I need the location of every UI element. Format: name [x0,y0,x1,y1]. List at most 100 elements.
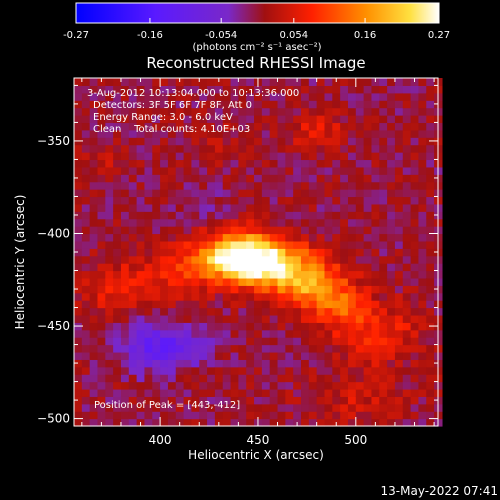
heatmap-cell [105,92,114,101]
heatmap-cell [316,314,326,323]
heatmap-cell [269,85,279,94]
heatmap-cell [74,263,83,272]
heatmap-cell [207,381,216,390]
heatmap-cell [222,174,232,183]
heatmap-cell [293,255,302,264]
heatmap-cell [105,166,114,175]
heatmap-cell [207,277,216,286]
heatmap-cell [308,137,318,146]
heatmap-cell [316,107,326,116]
heatmap-cell [332,218,341,227]
heatmap-cell [97,322,106,331]
heatmap-cell [207,107,216,116]
heatmap-cell [97,233,106,242]
annotation-block: 3-Aug-2012 10:13:04.000 to 10:13:36.000 … [87,88,299,135]
heatmap-cell [97,122,106,131]
heatmap-cell [293,92,302,101]
heatmap-cell [246,248,255,257]
heatmap-cell [89,137,99,146]
heatmap-cell [222,129,232,138]
heatmap-cell [160,129,169,138]
heatmap-cell [308,211,318,220]
heatmap-cell [355,388,365,397]
heatmap-cell [89,174,99,183]
heatmap-cell [269,129,279,138]
heatmap-cell [175,255,185,264]
heatmap-cell [136,255,146,264]
heatmap-cell [324,240,333,249]
heatmap-cell [379,233,388,242]
heatmap-cell [379,255,388,264]
heatmap-cell [301,122,310,131]
heatmap-cell [238,100,247,109]
heatmap-cell [160,366,169,375]
colorbar-ticks: -0.27 -0.16 -0.054 0.054 0.16 0.27 [63,18,450,41]
heatmap-cell [160,270,169,279]
heatmap-cell [254,322,263,331]
heatmap-cell [277,144,286,153]
heatmap-cell [89,388,99,397]
heatmap-cell [426,329,435,338]
heatmap-cell [207,174,216,183]
heatmap-cell [207,100,216,109]
heatmap-cell [167,137,177,146]
heatmap-cell [97,351,106,360]
heatmap-cell [301,292,310,301]
heatmap-cell [128,388,138,397]
heatmap-cell [160,174,169,183]
heatmap-cell [332,322,341,331]
heatmap-cell [410,85,420,94]
heatmap-cell [246,107,255,116]
heatmap-cell [222,277,232,286]
heatmap-cell [175,263,185,272]
heatmap-cell [81,129,91,138]
heatmap-cell [152,300,161,309]
heatmap-cell [222,396,232,405]
heatmap-cell [324,226,333,235]
heatmap-cell [81,381,91,390]
heatmap-cell [371,166,380,175]
heatmap-cell [136,85,146,94]
heatmap-cell [402,115,412,124]
heatmap-cell [238,396,247,405]
heatmap-cell [301,233,310,242]
heatmap-cell [246,411,255,420]
heatmap-cell [308,359,318,368]
heatmap-cell [402,337,412,346]
heatmap-cell [379,300,388,309]
heatmap-cell [238,403,247,412]
heatmap-cell [81,285,91,294]
heatmap-cell [105,152,114,161]
heatmap-cell [113,115,122,124]
heatmap-cell [410,263,420,272]
heatmap-cell [167,366,177,375]
heatmap-cell [254,351,263,360]
heatmap-cell [89,144,99,153]
heatmap-cell [152,92,161,101]
heatmap-cell [136,100,146,109]
heatmap-cell [152,100,161,109]
heatmap-cell [238,300,247,309]
heatmap-cell [128,85,138,94]
heatmap-cell [136,181,146,190]
heatmap-cell [175,374,185,383]
heatmap-cell [371,329,380,338]
heatmap-cell [160,78,169,86]
heatmap-cell [261,137,271,146]
heatmap-cell [410,344,420,353]
heatmap-cell [285,396,294,405]
heatmap-cell [238,381,247,390]
heatmap-cell [105,388,114,397]
heatmap-cell [285,211,294,220]
heatmap-cell [285,359,294,368]
heatmap-cell [402,388,412,397]
heatmap-cell [410,174,420,183]
heatmap-cell [363,374,373,383]
heatmap-cell [97,218,106,227]
heatmap-cell [222,263,232,272]
heatmap-cell [238,270,247,279]
y-tick-label: −500 [37,412,70,426]
heatmap-cell [261,411,271,420]
heatmap-cell [324,403,333,412]
heatmap-cell [97,263,106,272]
